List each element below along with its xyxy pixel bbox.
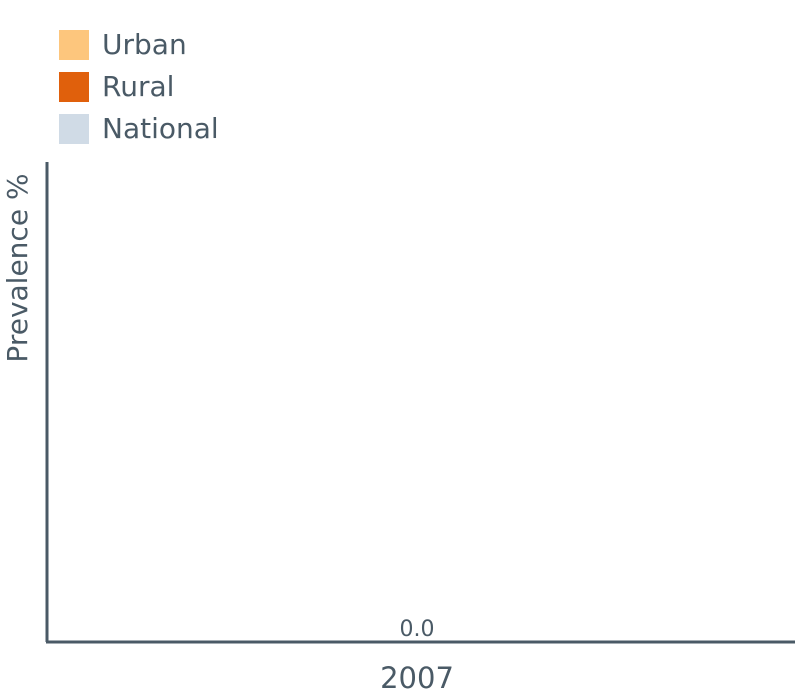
- data-label-2007: 0.0: [400, 617, 435, 642]
- legend-item-rural: Rural: [59, 66, 219, 108]
- y-axis-label: Prevalence %: [1, 173, 34, 362]
- legend-label-rural: Rural: [102, 70, 175, 103]
- legend-swatch-rural: [59, 72, 89, 102]
- legend-item-urban: Urban: [59, 24, 219, 66]
- chart-marks: 0.0 2007: [380, 617, 454, 695]
- chart-legend: Urban Rural National: [59, 24, 219, 150]
- legend-swatch-national: [59, 114, 89, 144]
- legend-label-urban: Urban: [102, 28, 187, 61]
- legend-item-national: National: [59, 108, 219, 150]
- legend-label-national: National: [102, 112, 219, 145]
- legend-swatch-urban: [59, 30, 89, 60]
- x-tick-label-2007: 2007: [380, 661, 454, 695]
